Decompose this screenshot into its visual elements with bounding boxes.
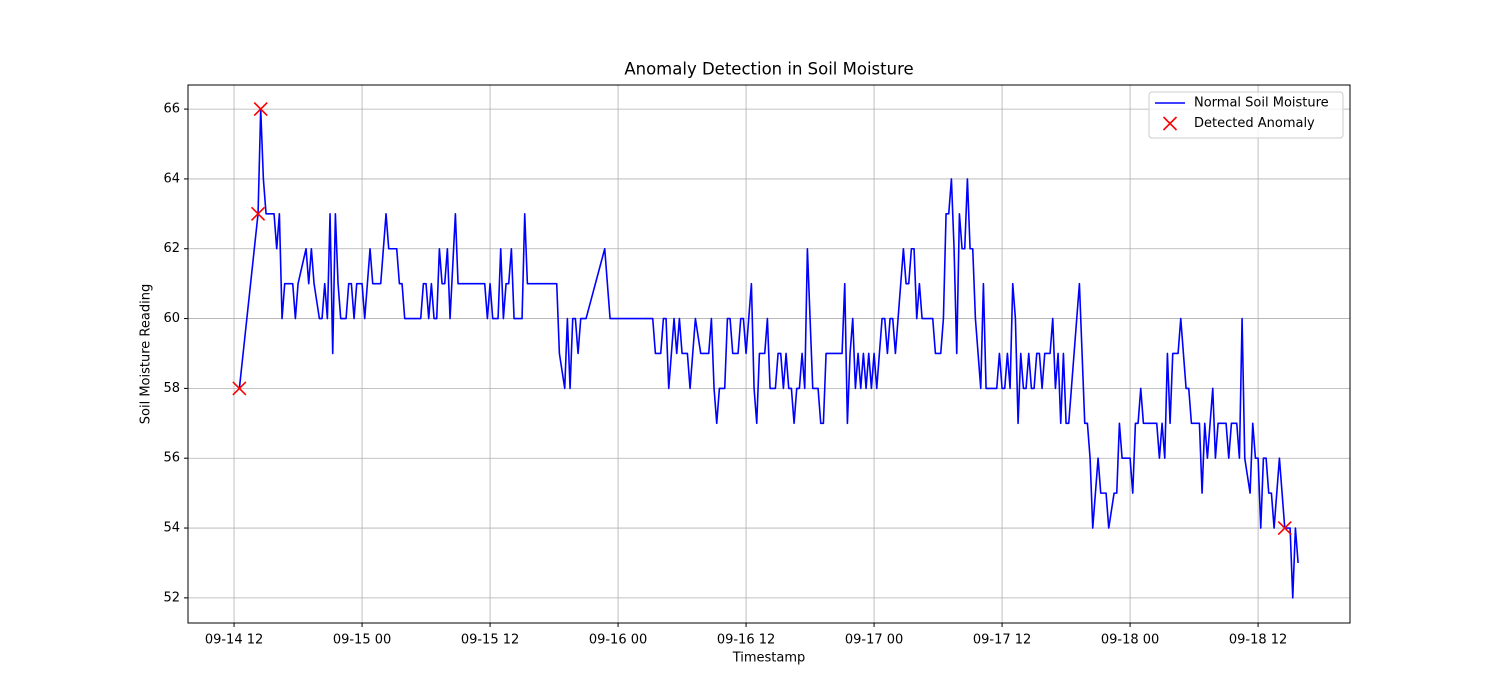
- x-axis-label: Timestamp: [732, 651, 806, 666]
- y-tick-label: 52: [163, 590, 180, 605]
- legend-box: [1148, 91, 1344, 139]
- marker-stroke: [1277, 520, 1292, 536]
- anomaly-marker: [1277, 520, 1292, 536]
- x-tick-label: 09-18 12: [1229, 633, 1287, 648]
- marker-stroke: [250, 206, 266, 221]
- x-tick-label: 09-15 00: [333, 633, 391, 648]
- marker-stroke: [253, 102, 268, 117]
- y-tick-label: 62: [163, 241, 180, 256]
- y-tick-label: 54: [163, 521, 180, 536]
- x-tick-label: 09-17 12: [973, 633, 1031, 648]
- x-tick-label: 09-16 12: [717, 633, 775, 648]
- legend-label: Detected Anomaly: [1194, 116, 1315, 131]
- legend-swatch: [1162, 116, 1178, 131]
- y-tick-label: 64: [163, 171, 180, 186]
- marker-stroke: [232, 381, 247, 396]
- x-tick-label: 09-14 12: [205, 633, 263, 648]
- anomaly-marker: [253, 102, 268, 117]
- y-axis-label: Soil Moisture Reading: [139, 284, 154, 424]
- y-tick-label: 66: [163, 102, 180, 117]
- y-tick-label: 58: [163, 381, 180, 396]
- x-tick-label: 09-17 00: [845, 633, 903, 648]
- y-tick-label: 60: [163, 311, 180, 326]
- legend-label: Normal Soil Moisture: [1194, 96, 1329, 111]
- anomaly-marker: [250, 206, 266, 221]
- y-tick-label: 56: [163, 451, 180, 466]
- chart-title: Anomaly Detection in Soil Moisture: [624, 60, 913, 79]
- anomaly-marker: [232, 381, 247, 396]
- x-tick-label: 09-16 00: [589, 633, 647, 648]
- legend: Normal Soil Moisture Detected Anomaly: [1148, 91, 1344, 139]
- data-line: [238, 108, 1299, 599]
- x-tick-label: 09-15 12: [461, 633, 519, 648]
- x-tick-label: 09-18 00: [1101, 633, 1159, 648]
- plot-frame: [187, 84, 1351, 624]
